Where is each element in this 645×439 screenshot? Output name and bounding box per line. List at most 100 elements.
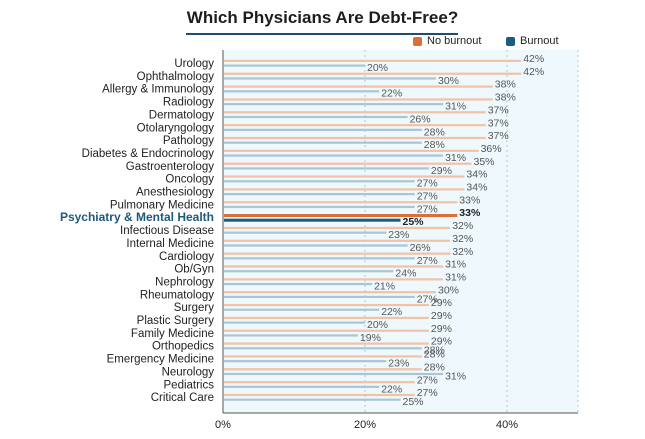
bar-no-burnout-family-medicine bbox=[224, 329, 429, 332]
data-label-burnout-cardiology: 27% bbox=[417, 255, 438, 267]
bar-burnout-surgery bbox=[224, 308, 380, 311]
bar-burnout-emergency-medicine bbox=[224, 360, 387, 363]
data-label-no-burnout-nephrology: 31% bbox=[445, 271, 466, 283]
bar-burnout-pulmonary-medicine bbox=[224, 205, 415, 209]
bar-burnout-ob-gyn bbox=[224, 270, 394, 273]
data-label-no-burnout-ophthalmology: 42% bbox=[523, 66, 544, 78]
data-label-no-burnout-plastic-surgery: 29% bbox=[431, 310, 452, 322]
bar-no-burnout-nephrology bbox=[224, 278, 444, 281]
bar-burnout-ophthalmology bbox=[224, 77, 436, 80]
data-label-no-burnout-family-medicine: 29% bbox=[431, 323, 452, 335]
data-label-burnout-pediatrics: 22% bbox=[381, 383, 402, 395]
category-label-internal-medicine: Internal Medicine bbox=[126, 238, 214, 250]
bar-no-burnout-diabetes-and-endocrinology bbox=[224, 149, 479, 152]
bar-burnout-diabetes-and-endocrinology bbox=[224, 154, 444, 157]
data-label-no-burnout-urology: 42% bbox=[523, 53, 544, 65]
category-label-pulmonary-medicine: Pulmonary Medicine bbox=[110, 199, 214, 211]
bar-no-burnout-emergency-medicine bbox=[224, 355, 422, 358]
chart-title: Which Physicians Are Debt-Free? bbox=[186, 8, 459, 27]
data-label-no-burnout-pediatrics: 27% bbox=[417, 374, 438, 386]
bar-no-burnout-dermatology bbox=[224, 111, 486, 114]
data-label-no-burnout-dermatology: 37% bbox=[488, 104, 509, 116]
category-label-orthopedics: Orthopedics bbox=[152, 341, 214, 353]
data-label-no-burnout-psychiatry-and-mental-health: 33% bbox=[459, 207, 481, 219]
category-label-diabetes-and-endocrinology: Diabetes & Endocrinology bbox=[82, 148, 215, 160]
bar-burnout-internal-medicine bbox=[224, 244, 408, 247]
data-label-no-burnout-rheumatology: 30% bbox=[438, 284, 459, 296]
bar-no-burnout-ob-gyn bbox=[224, 265, 444, 268]
bar-no-burnout-ophthalmology bbox=[224, 72, 522, 75]
category-label-rheumatology: Rheumatology bbox=[140, 289, 214, 301]
category-label-plastic-surgery: Plastic Surgery bbox=[137, 315, 215, 327]
data-label-no-burnout-otolaryngology: 37% bbox=[488, 117, 509, 129]
data-label-burnout-rheumatology: 27% bbox=[417, 293, 438, 305]
data-label-burnout-neurology: 31% bbox=[445, 370, 466, 382]
bar-no-burnout-otolaryngology bbox=[224, 124, 486, 127]
title-underline bbox=[186, 33, 458, 35]
data-label-burnout-plastic-surgery: 20% bbox=[367, 319, 388, 331]
category-label-neurology: Neurology bbox=[162, 366, 215, 378]
category-label-pediatrics: Pediatrics bbox=[164, 379, 215, 391]
category-label-dermatology: Dermatology bbox=[149, 109, 214, 121]
data-label-no-burnout-emergency-medicine: 28% bbox=[424, 349, 445, 361]
bar-burnout-nephrology bbox=[224, 282, 373, 286]
bar-no-burnout-pulmonary-medicine bbox=[224, 201, 458, 204]
data-label-burnout-critical-care: 25% bbox=[403, 396, 424, 408]
data-label-no-burnout-ob-gyn: 31% bbox=[445, 259, 466, 271]
bar-no-burnout-pathology bbox=[224, 136, 486, 140]
bar-no-burnout-infectious-disease bbox=[224, 226, 451, 230]
category-label-ob-gyn: Ob/Gyn bbox=[174, 264, 214, 276]
data-label-no-burnout-diabetes-and-endocrinology: 36% bbox=[481, 143, 502, 155]
bar-burnout-anesthesiology bbox=[224, 193, 415, 196]
bar-burnout-dermatology bbox=[224, 115, 408, 119]
data-label-no-burnout-allergy-and-immunology: 38% bbox=[495, 79, 516, 91]
data-label-burnout-pulmonary-medicine: 27% bbox=[417, 203, 438, 215]
bar-no-burnout-cardiology bbox=[224, 252, 451, 255]
data-label-burnout-ob-gyn: 24% bbox=[395, 268, 416, 280]
data-label-burnout-family-medicine: 19% bbox=[360, 332, 381, 344]
legend-swatch-no-burnout bbox=[413, 36, 422, 46]
bar-no-burnout-surgery bbox=[224, 303, 429, 307]
category-label-oncology: Oncology bbox=[165, 174, 214, 186]
bar-burnout-plastic-surgery bbox=[224, 321, 365, 324]
category-label-surgery: Surgery bbox=[174, 302, 215, 314]
bar-no-burnout-allergy-and-immunology bbox=[224, 85, 493, 88]
data-label-no-burnout-orthopedics: 29% bbox=[431, 336, 452, 348]
data-label-burnout-oncology: 27% bbox=[417, 178, 438, 190]
bar-no-burnout-internal-medicine bbox=[224, 239, 451, 242]
data-label-no-burnout-pathology: 37% bbox=[488, 130, 509, 142]
bar-no-burnout-orthopedics bbox=[224, 342, 429, 345]
bar-burnout-family-medicine bbox=[224, 334, 358, 337]
data-label-no-burnout-internal-medicine: 32% bbox=[452, 233, 473, 245]
data-label-no-burnout-pulmonary-medicine: 33% bbox=[459, 194, 480, 206]
data-label-burnout-orthopedics: 28% bbox=[424, 345, 445, 357]
category-label-emergency-medicine: Emergency Medicine bbox=[107, 354, 214, 366]
data-label-burnout-ophthalmology: 30% bbox=[438, 75, 459, 87]
bar-burnout-pediatrics bbox=[224, 385, 380, 388]
bar-no-burnout-neurology bbox=[224, 368, 422, 371]
category-label-gastroenterology: Gastroenterology bbox=[126, 161, 214, 173]
data-label-burnout-pathology: 28% bbox=[424, 139, 445, 151]
bar-no-burnout-gastroenterology bbox=[224, 162, 472, 165]
data-label-burnout-urology: 20% bbox=[367, 62, 388, 74]
bar-no-burnout-urology bbox=[224, 59, 522, 62]
category-label-infectious-disease: Infectious Disease bbox=[120, 225, 214, 237]
category-label-family-medicine: Family Medicine bbox=[131, 328, 214, 340]
data-label-no-burnout-anesthesiology: 34% bbox=[466, 182, 487, 194]
data-label-burnout-emergency-medicine: 23% bbox=[388, 358, 409, 370]
data-label-burnout-internal-medicine: 26% bbox=[410, 242, 431, 254]
data-label-burnout-otolaryngology: 28% bbox=[424, 126, 445, 138]
x-tick-label: 0% bbox=[215, 419, 231, 431]
bar-burnout-otolaryngology bbox=[224, 128, 422, 131]
data-label-no-burnout-radiology: 38% bbox=[495, 92, 516, 104]
data-label-no-burnout-infectious-disease: 32% bbox=[452, 220, 473, 232]
data-label-burnout-diabetes-and-endocrinology: 31% bbox=[445, 152, 466, 164]
legend-swatch-burnout bbox=[506, 36, 515, 46]
bar-no-burnout-pediatrics bbox=[224, 381, 415, 384]
bar-burnout-rheumatology bbox=[224, 295, 415, 298]
bar-burnout-critical-care bbox=[224, 398, 401, 401]
category-label-otolaryngology: Otolaryngology bbox=[137, 122, 215, 134]
bar-burnout-gastroenterology bbox=[224, 167, 429, 170]
legend-item-burnout: Burnout bbox=[506, 35, 559, 47]
